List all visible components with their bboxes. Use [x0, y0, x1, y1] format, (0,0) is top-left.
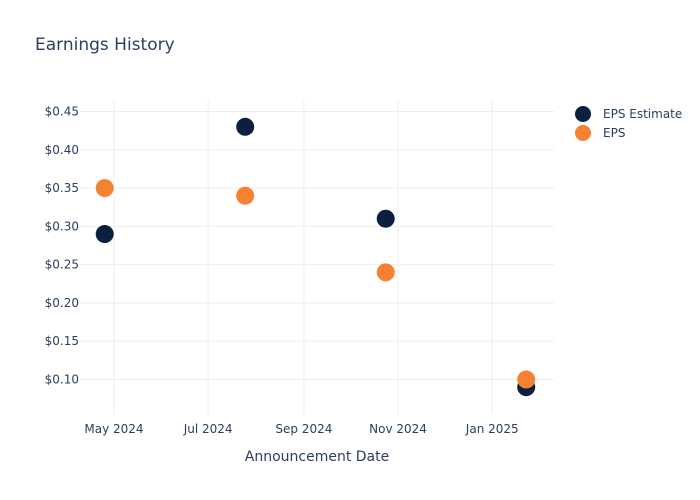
legend-item-eps-estimate[interactable]: EPS Estimate	[575, 106, 682, 122]
y-tick-label: $0.10	[45, 373, 79, 387]
x-tick-label: Jan 2025	[465, 422, 519, 436]
y-tick-label: $0.45	[45, 104, 79, 118]
data-point[interactable]	[517, 370, 536, 389]
legend-label: EPS	[603, 126, 625, 140]
grid-lines	[80, 100, 554, 414]
y-tick-label: $0.25	[45, 258, 79, 272]
x-tick-label: Sep 2024	[275, 422, 332, 436]
x-tick-label: Jul 2024	[183, 422, 233, 436]
series-eps	[95, 179, 536, 389]
y-axis-ticks: $0.10 $0.15 $0.20 $0.25 $0.30 $0.35 $0.40 $0.45	[45, 104, 79, 386]
legend-label: EPS Estimate	[603, 107, 682, 121]
x-axis-title: Announcement Date	[245, 449, 389, 465]
y-tick-label: $0.40	[45, 143, 79, 157]
data-point[interactable]	[236, 186, 255, 205]
legend-marker	[575, 125, 591, 141]
data-point[interactable]	[376, 209, 395, 228]
y-tick-label: $0.15	[45, 334, 79, 348]
data-point[interactable]	[95, 179, 114, 198]
x-tick-label: Nov 2024	[369, 422, 427, 436]
data-point[interactable]	[95, 225, 114, 244]
x-axis-ticks: May 2024 Jul 2024 Sep 2024 Nov 2024 Jan 2025	[84, 422, 518, 436]
y-tick-label: $0.30	[45, 219, 79, 233]
y-tick-label: $0.35	[45, 181, 79, 195]
data-points	[95, 117, 536, 397]
legend[interactable]: EPS Estimate EPS	[575, 106, 682, 141]
data-point[interactable]	[236, 117, 255, 136]
x-tick-label: May 2024	[84, 422, 143, 436]
chart-title: Earnings History	[35, 35, 175, 55]
data-point[interactable]	[376, 263, 395, 282]
legend-item-eps[interactable]: EPS	[575, 125, 625, 141]
legend-marker	[575, 106, 591, 122]
y-tick-label: $0.20	[45, 296, 79, 310]
